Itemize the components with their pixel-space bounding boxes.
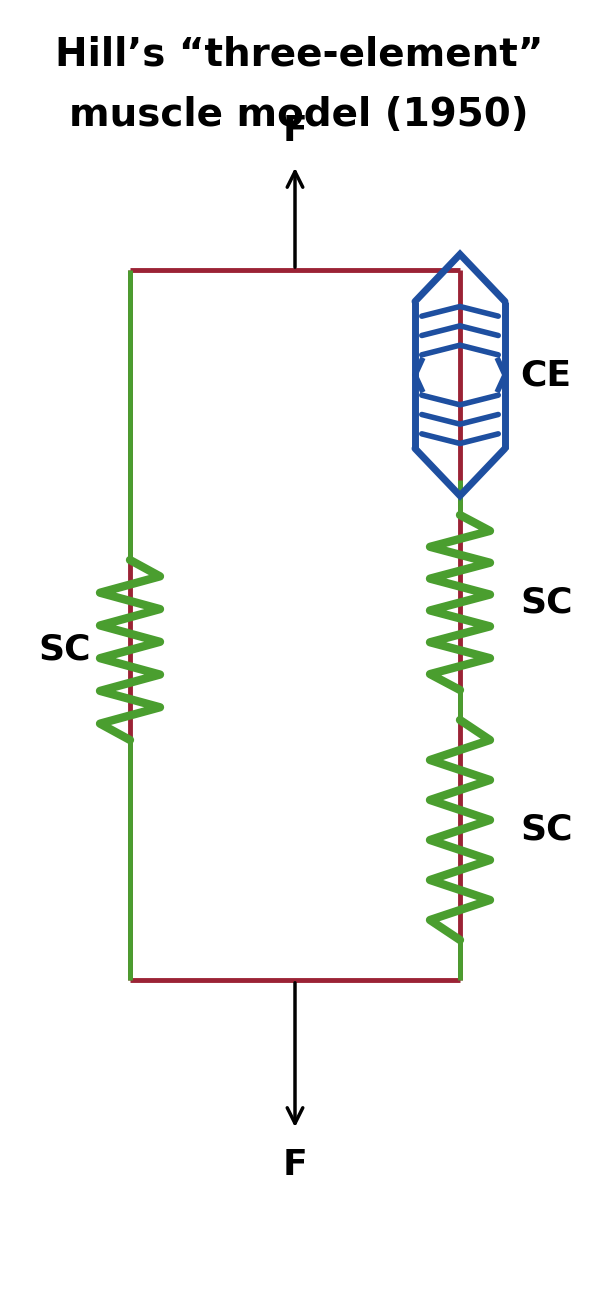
Text: CE: CE (520, 358, 571, 392)
Text: SC: SC (520, 585, 572, 619)
Text: SC: SC (520, 813, 572, 848)
Text: Hill’s “three-element”: Hill’s “three-element” (55, 36, 543, 74)
Text: F: F (283, 114, 307, 148)
Text: SC: SC (39, 633, 91, 667)
Text: muscle model (1950): muscle model (1950) (69, 96, 529, 134)
Text: F: F (283, 1147, 307, 1182)
